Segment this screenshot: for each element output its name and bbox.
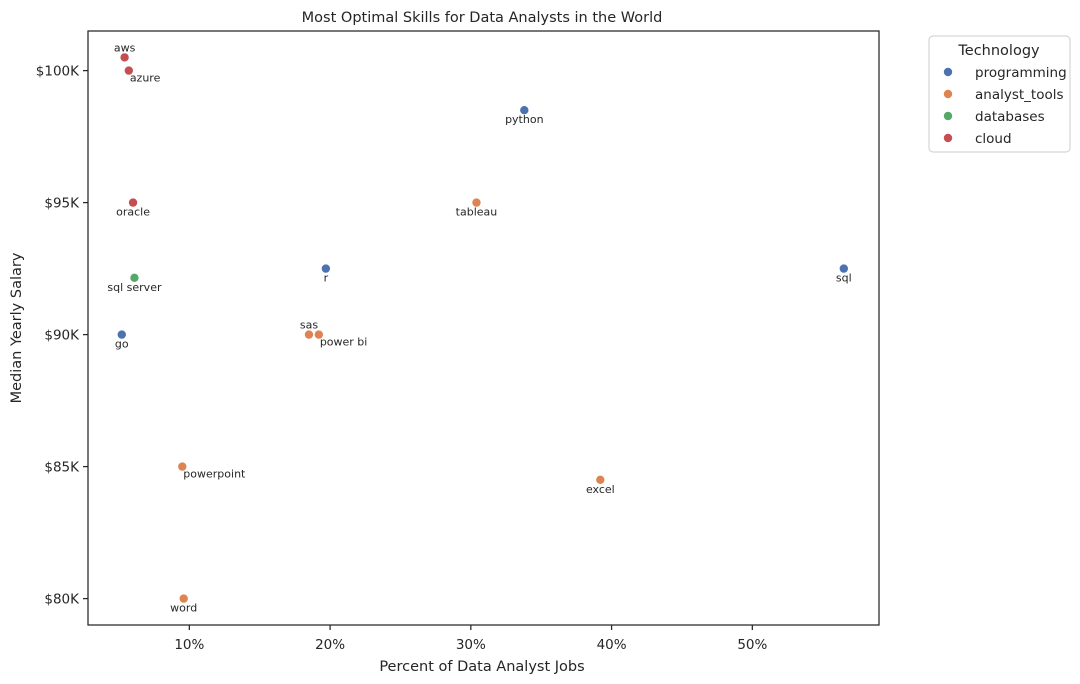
data-point-word — [178, 593, 189, 604]
data-point-powerpoint — [177, 461, 188, 472]
y-tick-label: $80K — [44, 592, 80, 608]
y-tick-label: $100K — [36, 64, 80, 80]
legend-marker-cloud — [943, 132, 954, 143]
point-label-word: word — [170, 602, 197, 615]
data-point-r — [320, 263, 331, 274]
y-tick-label: $85K — [44, 460, 80, 476]
plot-frame — [87, 30, 880, 626]
point-label-sas: sas — [300, 319, 318, 332]
x-tick-label: 30% — [456, 637, 486, 653]
legend-marker-analyst_tools — [943, 89, 954, 100]
x-tick-label: 40% — [597, 637, 627, 653]
point-label-go: go — [115, 338, 129, 351]
legend: Technology programming analyst_toolsdatab… — [928, 35, 1071, 153]
x-tick-label: 20% — [315, 637, 345, 653]
data-point-sql-server — [129, 272, 140, 283]
legend-entry-databases: databases — [975, 109, 1045, 125]
data-point-oracle — [128, 197, 139, 208]
plot-area: 10% 20% 30% 40% 50% $80K $85K $90K $95K $100K aws a… — [36, 30, 880, 653]
point-label-azure: azure — [130, 72, 161, 85]
point-label-aws: aws — [114, 41, 136, 54]
point-label-python: python — [505, 113, 544, 126]
legend-entry-cloud: cloud — [975, 131, 1012, 147]
data-point-sas — [303, 329, 314, 340]
legend-frame — [928, 35, 1071, 153]
x-tick-label: 10% — [174, 637, 204, 653]
y-axis-label: Median Yearly Salary — [9, 252, 25, 403]
data-point-azure — [123, 65, 134, 76]
point-label-oracle: oracle — [116, 206, 150, 219]
data-point-python — [519, 105, 530, 116]
legend-entry-programming: programming — [975, 65, 1067, 81]
legend-marker-databases — [943, 111, 954, 122]
x-tick-label: 50% — [737, 637, 767, 653]
y-tick-label: $90K — [44, 328, 80, 344]
data-point-sql — [838, 263, 849, 274]
data-point-power-bi — [313, 329, 324, 340]
point-label-tableau: tableau — [456, 206, 498, 219]
point-label-powerpoint: powerpoint — [183, 468, 246, 481]
data-point-excel — [595, 474, 606, 485]
legend-entry-analyst_tools: analyst_tools — [975, 87, 1064, 103]
legend-title: Technology — [957, 43, 1040, 59]
point-label-excel: excel — [586, 483, 615, 496]
x-axis-label: Percent of Data Analyst Jobs — [379, 659, 584, 675]
legend-marker-programming — [943, 67, 954, 78]
point-label-power-bi: power bi — [320, 336, 368, 349]
data-point-tableau — [471, 197, 482, 208]
data-point-aws — [119, 52, 130, 63]
y-tick-label: $95K — [44, 196, 80, 212]
point-label-sql-server: sql server — [107, 281, 162, 294]
point-label-sql: sql — [836, 272, 852, 285]
chart-title: Most Optimal Skills for Data Analysts in… — [302, 10, 663, 26]
data-point-go — [116, 329, 127, 340]
point-label-r: r — [324, 272, 329, 285]
